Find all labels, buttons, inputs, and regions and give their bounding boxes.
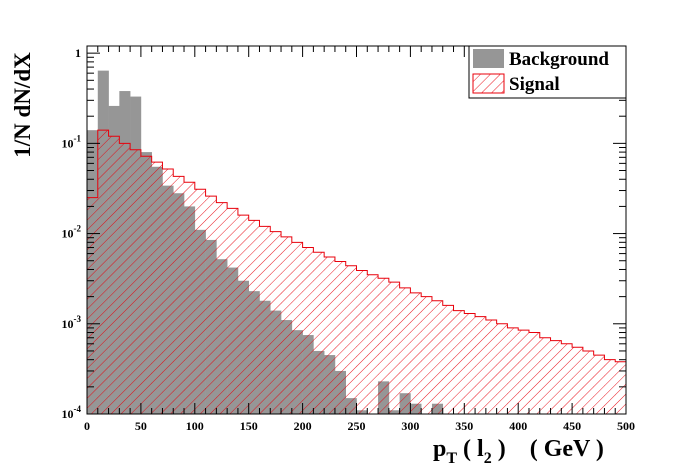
signal-bar: [550, 340, 562, 414]
x-tick-label: 500: [617, 419, 635, 433]
y-tick-label: 10-4: [62, 404, 82, 421]
signal-bar: [431, 300, 444, 414]
signal-bar: [518, 330, 530, 414]
signal-bar: [334, 261, 347, 414]
signal-bar: [324, 256, 336, 414]
signal-bar: [367, 274, 379, 414]
signal-histogram: [87, 130, 627, 415]
x-tick-label: 0: [84, 419, 90, 433]
signal-bar: [539, 337, 551, 414]
x-axis-ticks: 0 50 100 150 200 250 300 350 400 450 500: [84, 46, 635, 433]
signal-bar: [302, 247, 314, 414]
signal-bar: [345, 265, 357, 414]
signal-bar: [108, 136, 120, 415]
y-tick-label: 10-2: [62, 224, 82, 241]
legend-swatch-signal: [472, 73, 505, 94]
signal-bar: [582, 350, 594, 414]
signal-bar: [216, 202, 228, 414]
signal-bar: [388, 282, 400, 414]
x-tick-label: 200: [294, 419, 312, 433]
x-tick-label: 250: [348, 419, 366, 433]
signal-outline: [86, 129, 627, 414]
signal-bar: [313, 252, 325, 414]
signal-bar: [184, 182, 196, 414]
signal-bar: [615, 361, 627, 414]
signal-bar: [87, 197, 99, 414]
signal-bar: [453, 310, 465, 414]
signal-bar: [140, 156, 152, 414]
x-tick-label: 450: [563, 419, 581, 433]
y-axis-title: 1/N dN/dX: [10, 52, 35, 158]
signal-bar: [485, 320, 497, 414]
signal-bar: [507, 327, 519, 414]
signal-bar: [356, 270, 368, 414]
signal-bar: [410, 292, 422, 414]
signal-bar: [496, 323, 508, 414]
legend-label-background: Background: [509, 49, 609, 70]
signal-bar: [119, 143, 131, 414]
signal-bar: [173, 176, 185, 414]
x-tick-label: 50: [135, 419, 147, 433]
signal-bar: [151, 162, 163, 414]
x-tick-label: 150: [240, 419, 258, 433]
signal-bar: [593, 355, 605, 414]
signal-bar: [464, 313, 476, 414]
signal-bar: [528, 332, 541, 414]
signal-bar: [378, 278, 390, 414]
y-tick-label: 10-3: [62, 314, 82, 331]
x-tick-label: 100: [186, 419, 204, 433]
x-tick-label: 400: [509, 419, 527, 433]
signal-bar: [572, 347, 584, 414]
signal-bar: [162, 168, 174, 414]
signal-bar: [281, 236, 293, 414]
signal-bar: [248, 220, 260, 414]
signal-bar: [421, 296, 433, 414]
signal-bar: [97, 130, 109, 415]
legend-label-signal: Signal: [509, 74, 560, 95]
signal-bar: [259, 226, 271, 414]
legend: Background Signal: [468, 45, 627, 99]
y-tick-label: 1: [75, 46, 81, 60]
signal-bar: [475, 316, 487, 414]
signal-bar: [604, 359, 616, 414]
signal-bar: [561, 343, 573, 414]
signal-bar: [270, 231, 282, 414]
y-tick-label: 10-1: [62, 133, 82, 150]
signal-bar: [291, 242, 303, 414]
signal-bar: [194, 189, 206, 414]
legend-swatch-background: [473, 49, 504, 68]
signal-bar: [442, 305, 454, 414]
signal-bar: [399, 287, 411, 414]
signal-bar: [205, 196, 217, 414]
x-tick-label: 350: [455, 419, 473, 433]
x-tick-label: 300: [401, 419, 419, 433]
signal-bar: [227, 208, 239, 414]
signal-bar: [130, 149, 142, 415]
signal-bar: [237, 215, 249, 414]
x-axis-title: pT ( l2 ) ( GeV ): [433, 436, 604, 467]
